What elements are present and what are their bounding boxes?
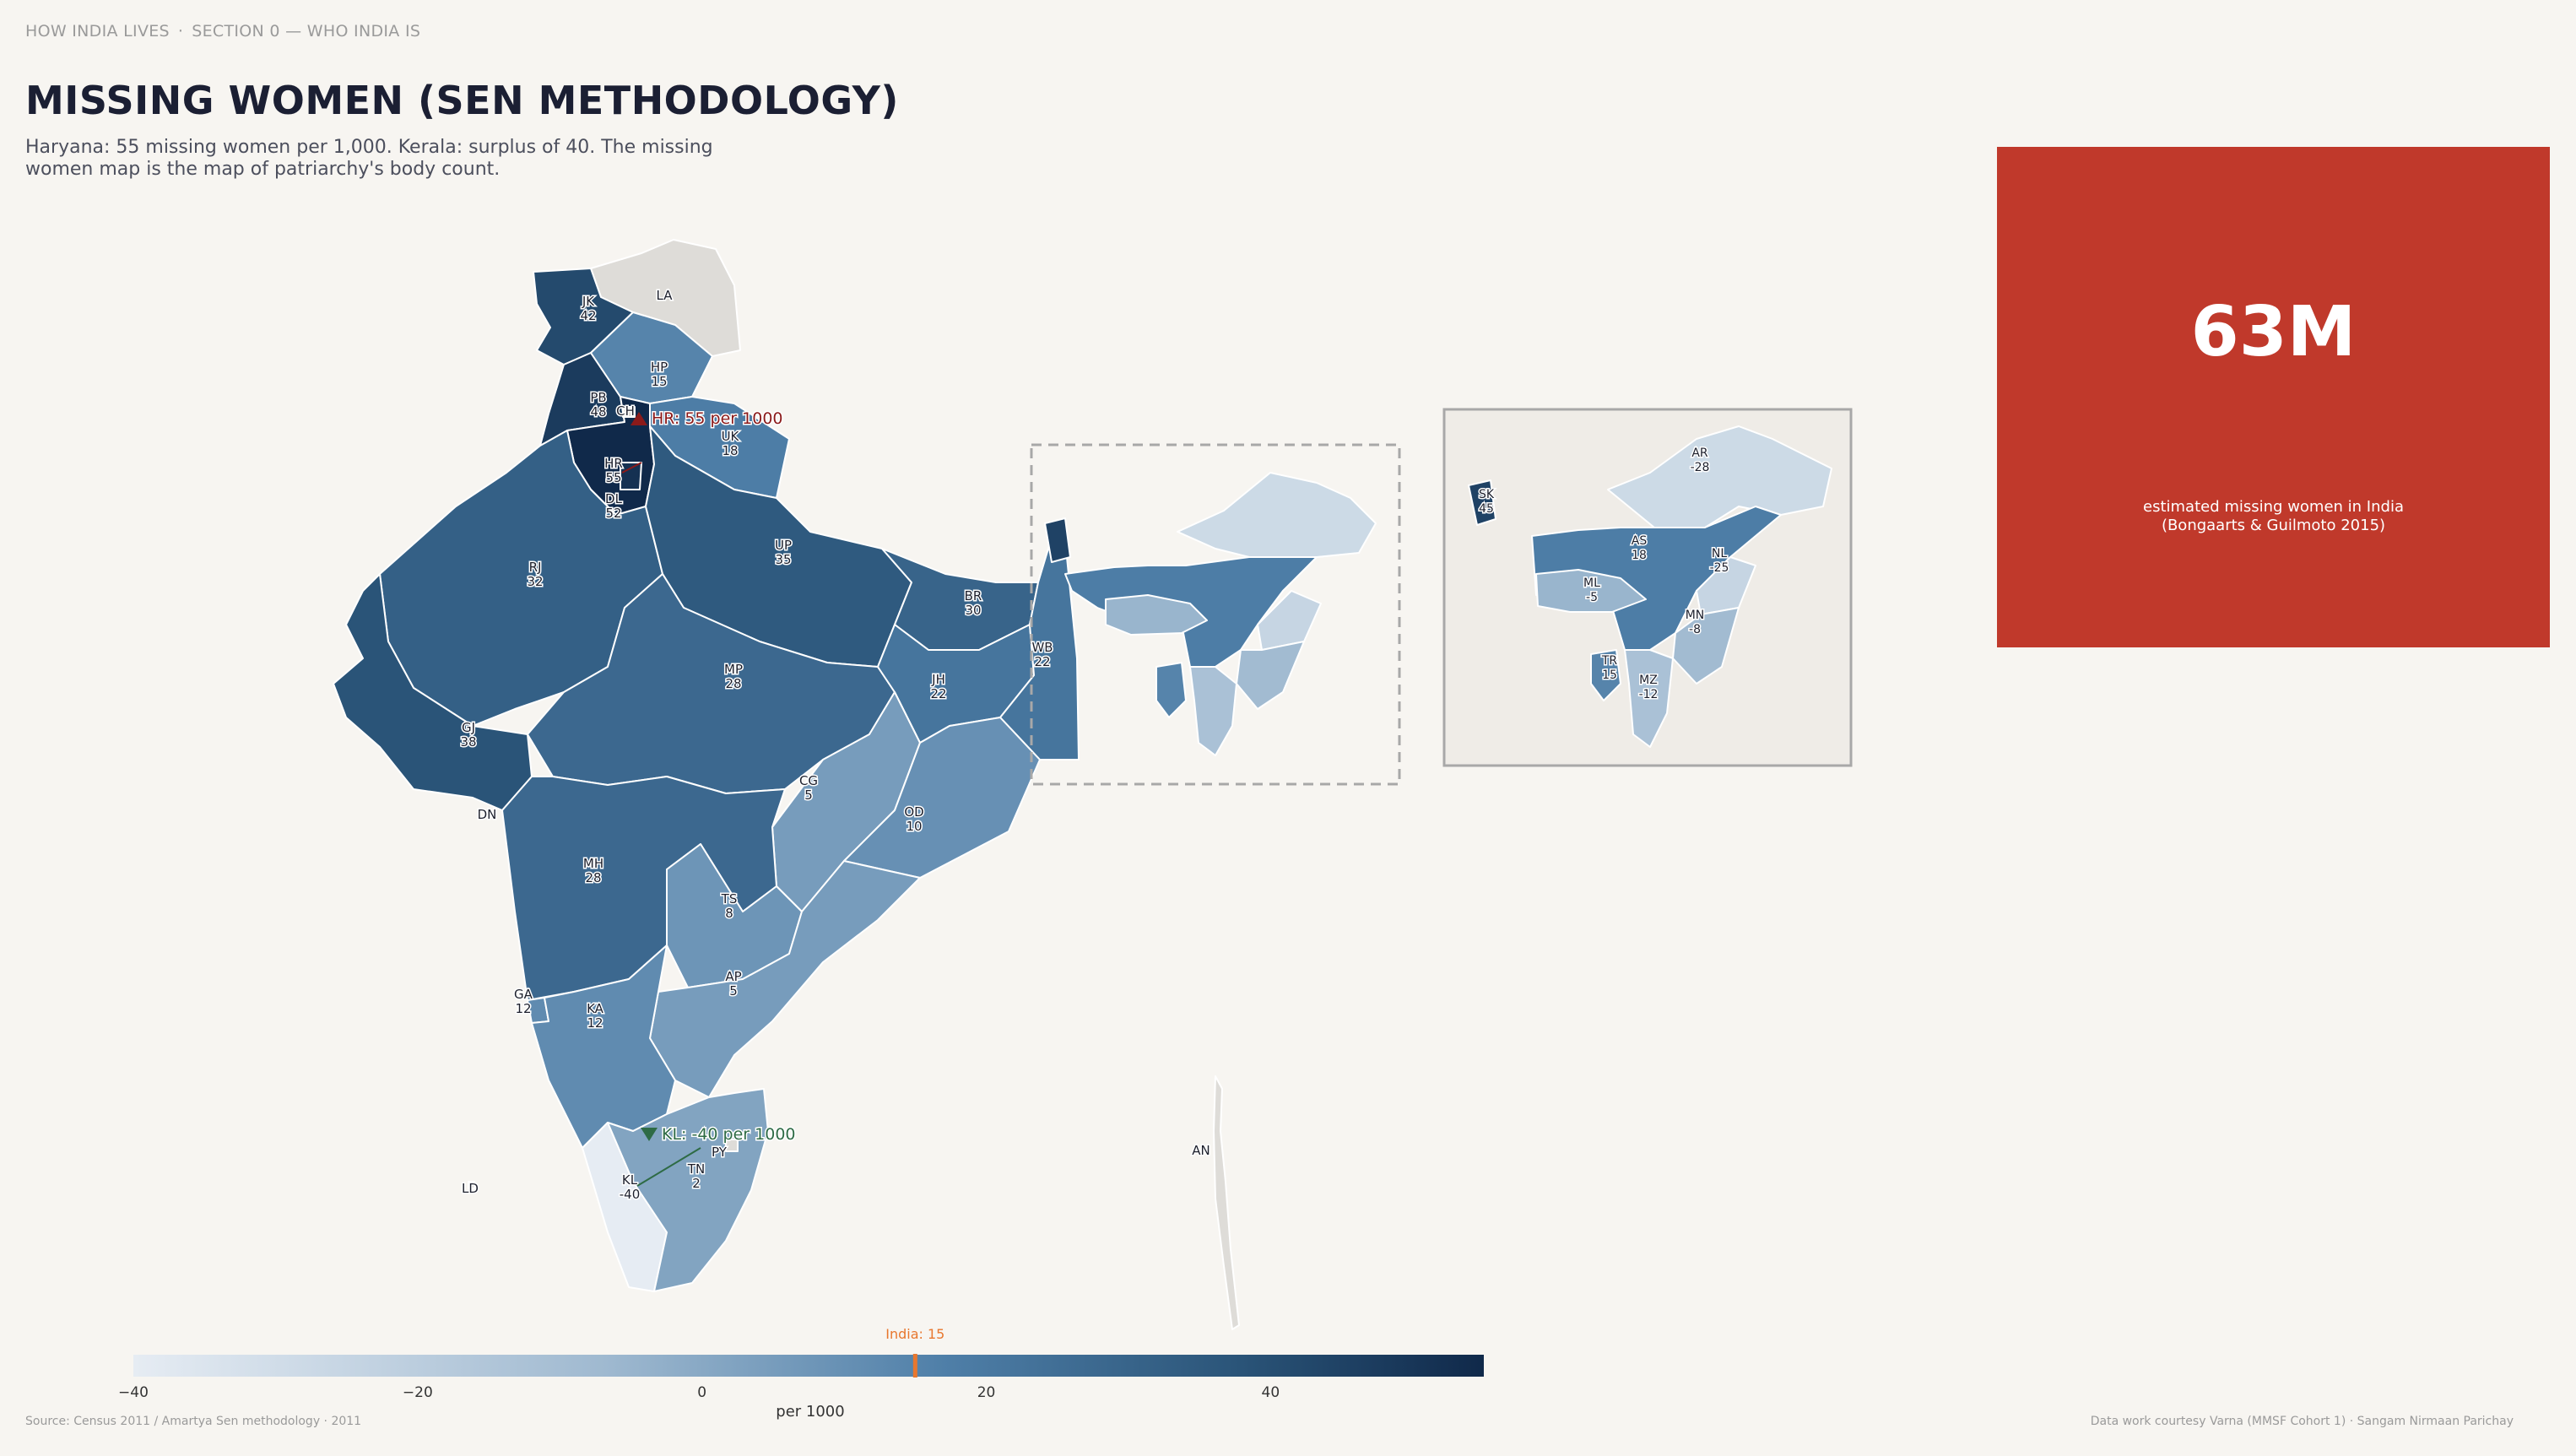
- inset-label-NL: NL -25: [1710, 547, 1729, 575]
- state-CH[interactable]: [622, 406, 636, 418]
- label-AN: AN: [1192, 1143, 1210, 1158]
- label-UK: UK 18: [722, 429, 740, 458]
- stat-caption: estimated missing women in India (Bongaa…: [2143, 498, 2404, 534]
- state-AP[interactable]: [649, 860, 921, 1098]
- label-PY: PY: [712, 1145, 728, 1160]
- label-TS: TS 8: [721, 891, 738, 921]
- label-OD: OD 10: [904, 804, 923, 834]
- kicker-title: HOW INDIA LIVES: [25, 22, 170, 41]
- label-MH: MH 28: [583, 856, 603, 885]
- label-UP: UP 35: [775, 538, 792, 567]
- low-annotation-text: KL: -40 per 1000: [662, 1125, 796, 1144]
- label-DL: DL 52: [605, 491, 623, 521]
- label-MP: MP 28: [724, 662, 743, 691]
- label-WB: WB 22: [1031, 640, 1053, 669]
- label-HP: HP 15: [651, 360, 668, 389]
- label-JH: JH 22: [930, 672, 946, 701]
- source-note: Source: Census 2011 / Amartya Sen method…: [25, 1415, 362, 1428]
- inset-state-NL[interactable]: [1696, 556, 1756, 615]
- state-WB[interactable]: [999, 539, 1080, 760]
- state-GJ[interactable]: [333, 573, 533, 811]
- label-PB: PB 48: [590, 390, 606, 419]
- inset-label-MZ: MZ -12: [1639, 674, 1659, 701]
- high-annotation-leader: [621, 462, 642, 474]
- label-LA: LA: [657, 288, 674, 303]
- label-JK: JK 42: [580, 294, 596, 323]
- high-annotation: HR: 55 per 1000: [621, 409, 784, 474]
- label-RJ: RJ 32: [527, 560, 543, 589]
- inset-label-SK: SK 45: [1479, 488, 1495, 516]
- state-MZ[interactable]: [1189, 666, 1237, 756]
- color-legend: India: 15 −40 −20 0 20 40 per 1000: [118, 1326, 1484, 1421]
- legend-tick: 20: [977, 1384, 996, 1401]
- national-average-label: India: 15: [885, 1326, 944, 1342]
- stat-card: 63M estimated missing women in India (Bo…: [1997, 147, 2550, 647]
- inset-label-TR: TR 15: [1601, 654, 1618, 682]
- state-AN[interactable]: [1213, 1075, 1240, 1330]
- kicker-section: SECTION 0 — WHO INDIA IS: [192, 22, 421, 41]
- high-annotation-text: HR: 55 per 1000: [652, 409, 783, 428]
- legend-tick: −40: [118, 1384, 149, 1401]
- low-marker-icon: [641, 1128, 658, 1141]
- state-SK[interactable]: [1044, 517, 1071, 563]
- page-subtitle: Haryana: 55 missing women per 1,000. Ker…: [25, 137, 713, 180]
- state-OD[interactable]: [843, 717, 1041, 879]
- state-NL[interactable]: [1257, 590, 1322, 651]
- label-AP: AP 5: [725, 969, 741, 999]
- inset-label-ML: ML -5: [1583, 576, 1600, 604]
- legend-gradient-bar: [133, 1355, 1484, 1377]
- label-GJ: GJ 38: [460, 720, 476, 750]
- state-ML[interactable]: [1105, 594, 1208, 636]
- national-average-marker: [912, 1354, 917, 1378]
- inset-state-TR[interactable]: [1590, 649, 1621, 701]
- legend-tick: 0: [697, 1384, 706, 1401]
- state-MN[interactable]: [1236, 641, 1305, 710]
- state-LD[interactable]: [468, 1181, 475, 1189]
- inset-state-ML[interactable]: [1535, 569, 1647, 613]
- label-GA: GA 12: [514, 987, 533, 1016]
- label-BR: BR 30: [965, 588, 982, 618]
- low-annotation-leader: [636, 1147, 701, 1187]
- label-KL: KL -40: [620, 1172, 641, 1202]
- state-DL[interactable]: [620, 462, 642, 490]
- label-TN: TN 2: [687, 1161, 705, 1191]
- label-LD: LD: [462, 1181, 479, 1196]
- kicker: HOW INDIA LIVES · SECTION 0 — WHO INDIA IS: [25, 22, 421, 41]
- high-marker-icon: [630, 412, 647, 425]
- state-AR[interactable]: [1177, 472, 1377, 562]
- legend-unit: per 1000: [776, 1403, 844, 1421]
- label-HR: HR 55: [604, 456, 623, 485]
- inset-state-MZ[interactable]: [1624, 649, 1674, 748]
- state-KA[interactable]: [531, 945, 676, 1149]
- label-CG: CG 5: [799, 773, 818, 803]
- legend-tick: −20: [403, 1384, 433, 1401]
- state-TR[interactable]: [1155, 662, 1187, 718]
- low-annotation: KL: -40 per 1000: [636, 1124, 797, 1187]
- inset-label-MN: MN -8: [1686, 609, 1705, 636]
- legend-tick: 40: [1262, 1384, 1280, 1401]
- stat-value: 63M: [2190, 292, 2357, 372]
- inset-label-AR: AR -28: [1691, 447, 1710, 474]
- inset-label-AS: AS 18: [1632, 534, 1648, 562]
- credit-note: Data work courtesy Varna (MMSF Cohort 1)…: [2090, 1415, 2514, 1428]
- label-CH: CH: [616, 403, 635, 419]
- page-title: MISSING WOMEN (SEN METHODOLOGY): [25, 78, 899, 123]
- northeast-inset: [1442, 408, 1853, 767]
- label-KA: KA 12: [587, 1001, 604, 1031]
- label-DN: DN: [478, 807, 497, 822]
- inset-state-SK[interactable]: [1468, 479, 1496, 526]
- state-PY[interactable]: [725, 1139, 739, 1152]
